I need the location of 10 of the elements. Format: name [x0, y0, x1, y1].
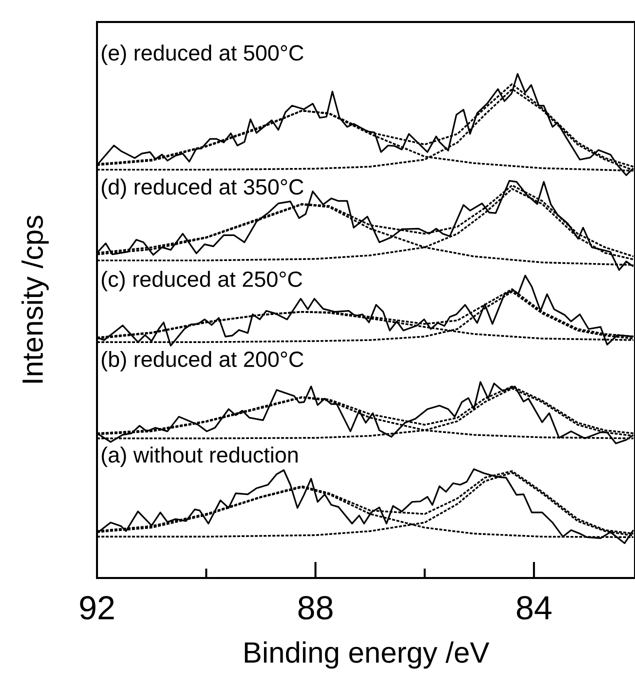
series-label: (a) without reduction [102, 446, 298, 468]
series-label: (b) reduced at 200°C [102, 350, 304, 372]
x-axis-title: Binding energy /eV [244, 641, 490, 669]
series-label: (d) reduced at 350°C [102, 178, 304, 200]
x-tick-label: 92 [80, 596, 114, 620]
x-tick-label: 84 [516, 596, 552, 620]
y-axis-title: Intensity /cps [21, 216, 49, 383]
series-label: (c) reduced at 250°C [102, 270, 302, 292]
x-tick-label: 88 [298, 596, 332, 620]
series-label: (e) reduced at 500°C [102, 44, 304, 66]
